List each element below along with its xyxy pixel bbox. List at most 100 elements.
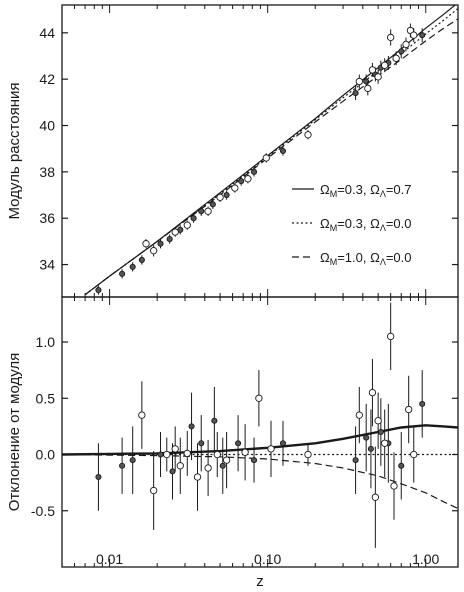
top-open-point-14 (381, 61, 389, 69)
x-tick-label-2: 1.00 (412, 551, 439, 567)
legend-text-part: =0.3, Ω (337, 182, 380, 197)
top-filled-point-2 (129, 263, 136, 270)
bottom-open-point-16 (371, 493, 379, 501)
bottom-open-point-13 (304, 450, 312, 459)
top-filled-point-19 (398, 48, 405, 55)
top-filled-point-7 (190, 215, 197, 222)
bottom-filled-point-14 (367, 445, 374, 452)
top-model-curve-dotted (84, 8, 458, 296)
bottom-open-point-22 (410, 450, 418, 459)
bottom-y-tick-label-0: -0.5 (31, 503, 55, 519)
bottom-open-point-17 (374, 417, 382, 425)
legend-label-1: ΩM=0.3, ΩΛ=0.0 (320, 216, 412, 233)
legend-text-part: =0.0 (386, 250, 412, 265)
bottom-y-tick-label-3: 1.0 (36, 334, 56, 350)
legend-text-part: =1.0, Ω (337, 250, 380, 265)
top-filled-point-13 (279, 147, 287, 155)
top-y-axis: 34 36 38 40 42 44 (39, 5, 458, 297)
bottom-open-point-8 (213, 450, 221, 459)
top-open-point-9 (304, 131, 312, 139)
bottom-filled-point-18 (419, 400, 426, 407)
legend-text-part: Ω (320, 182, 330, 197)
top-open-point-2 (171, 228, 179, 236)
bottom-y-axis: -0.5 0.0 0.5 1.0 (31, 297, 458, 567)
bottom-y-tick-label-2: 0.5 (36, 390, 56, 406)
bottom-y-axis-title: Отклонение от модуля (6, 353, 23, 512)
bottom-open-point-14 (355, 411, 363, 419)
top-open-point-6 (231, 184, 239, 192)
bottom-filled-point-4 (169, 468, 176, 475)
top-plot-content (84, 5, 458, 296)
top-y-tick-label-5: 44 (39, 25, 55, 41)
bottom-filled-point-3 (157, 451, 164, 458)
top-model-curve-dashed (84, 18, 458, 296)
top-open-point-15 (387, 33, 395, 42)
bottom-filled-point-11 (279, 440, 287, 447)
bottom-open-point-1 (149, 486, 158, 495)
bottom-open-point-19 (387, 332, 395, 341)
bottom-filled-point-8 (219, 462, 226, 469)
top-filled-point-14 (352, 90, 359, 97)
bottom-filled-point-5 (188, 423, 195, 430)
bottom-model-curve-dashed (62, 453, 458, 510)
legend-subscript: Λ (380, 257, 386, 267)
bottom-open-point-2 (163, 450, 171, 459)
bottom-plot-content (62, 302, 458, 548)
top-open-point-12 (368, 66, 377, 74)
top-y-tick-label-2: 38 (39, 164, 55, 180)
top-y-tick-label-4: 42 (39, 71, 55, 87)
legend-subscript: M (330, 189, 338, 199)
top-open-point-19 (410, 31, 418, 39)
top-open-point-1 (149, 247, 158, 255)
bottom-panel: -0.5 0.0 0.5 1.0 Отклонение от модуля (6, 296, 459, 568)
x-tick-label-0: 0.01 (96, 551, 123, 567)
bottom-y-tick-label-1: 0.0 (36, 447, 56, 463)
top-filled-point-5 (166, 236, 173, 243)
top-filled-point-1 (119, 270, 126, 277)
legend-text-part: =0.7 (386, 182, 412, 197)
bottom-model-curve-solid (62, 424, 458, 456)
x-axis-title: z (256, 573, 264, 590)
bottom-open-point-21 (405, 405, 413, 414)
bottom-open-point-18 (381, 439, 389, 447)
bottom-open-point-5 (183, 449, 191, 458)
top-open-point-5 (216, 193, 224, 201)
x-axis: 0.01 0.10 1.00 (96, 551, 440, 567)
top-open-point-13 (374, 73, 382, 81)
bottom-filled-point-10 (250, 457, 258, 464)
top-open-point-7 (244, 175, 252, 183)
bottom-filled-point-1 (119, 462, 126, 469)
legend-subscript: M (330, 223, 338, 233)
bottom-open-point-6 (193, 473, 202, 481)
bottom-clipped-content (62, 302, 458, 548)
top-filled-point-4 (157, 240, 164, 247)
legend-text-part: Ω (320, 250, 330, 265)
top-filled-point-3 (138, 256, 145, 263)
legend-text-part: Ω (320, 216, 330, 231)
top-open-point-10 (355, 77, 363, 86)
bottom-filled-point-6 (198, 440, 205, 447)
bottom-open-point-9 (222, 456, 231, 464)
top-filled-point-8 (198, 208, 205, 215)
bottom-filled-point-7 (211, 417, 218, 424)
top-open-point-8 (262, 154, 270, 162)
top-y-tick-label-3: 40 (39, 118, 55, 134)
legend-label-2: ΩM=1.0, ΩΛ=0.0 (320, 250, 412, 267)
top-open-point-4 (204, 207, 212, 215)
top-open-point-16 (392, 54, 400, 62)
bottom-filled-point-9 (235, 440, 242, 447)
legend-subscript: M (330, 257, 338, 267)
legend-subscript: Λ (380, 223, 386, 233)
top-filled-point-0 (95, 286, 102, 294)
bottom-open-point-20 (390, 482, 398, 490)
bottom-open-point-4 (176, 462, 184, 470)
top-legend: ΩM=0.3, ΩΛ=0.7ΩM=0.3, ΩΛ=0.0ΩM=1.0, ΩΛ=0… (292, 182, 412, 267)
top-y-tick-label-1: 36 (39, 210, 55, 226)
bottom-open-point-10 (241, 448, 249, 456)
bottom-open-point-15 (368, 388, 377, 397)
legend-text-part: =0.0 (386, 216, 412, 231)
top-filled-point-12 (250, 168, 258, 175)
